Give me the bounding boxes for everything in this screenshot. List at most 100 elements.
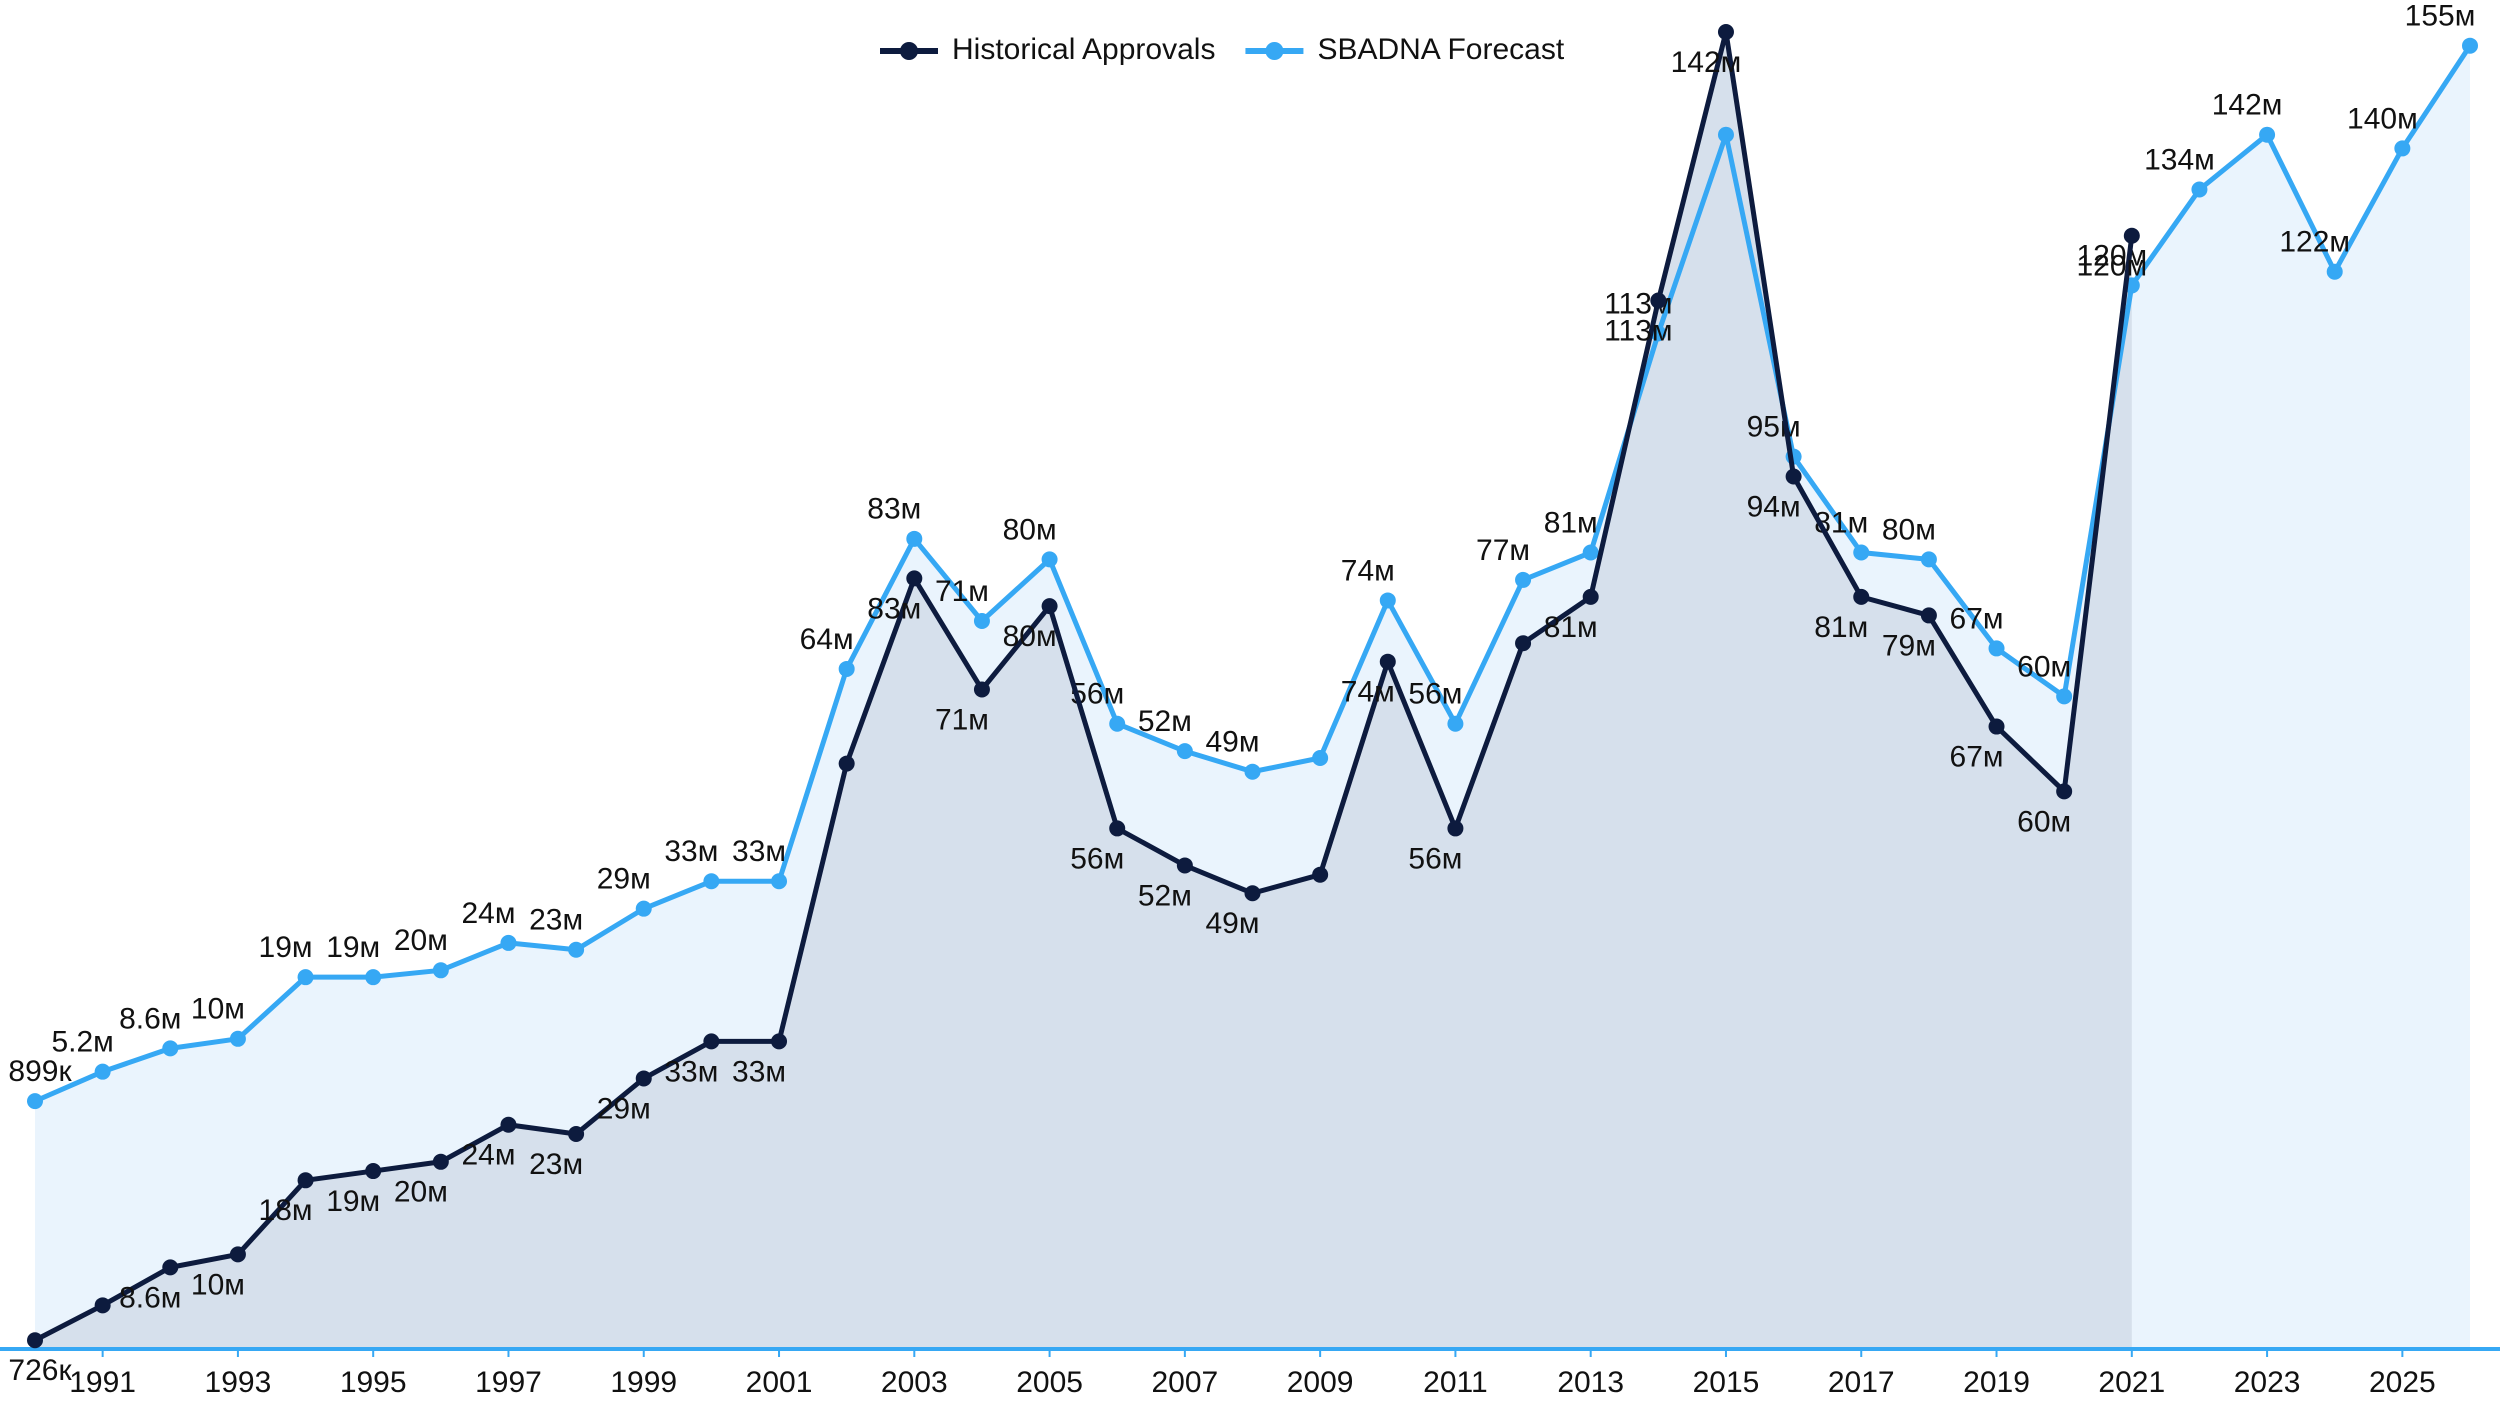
point: [1988, 640, 2005, 657]
data-label: 140м: [2347, 102, 2418, 135]
x-tick-label: 1997: [475, 1366, 542, 1399]
point: [1041, 551, 1058, 568]
data-label: 24м: [461, 897, 515, 930]
x-tick-label: 1995: [340, 1366, 407, 1399]
point: [973, 681, 990, 698]
point: [1379, 653, 1396, 670]
point: [27, 1332, 43, 1349]
data-label: 67м: [1950, 740, 2004, 773]
data-label: 81м: [1544, 506, 1598, 539]
point: [2326, 263, 2343, 280]
x-tick-label: 2015: [1693, 1366, 1760, 1399]
point: [771, 1033, 788, 1050]
data-label: 74м: [1341, 554, 1395, 587]
data-label: 142м: [1671, 46, 1742, 79]
point: [1244, 763, 1261, 780]
data-label: 52м: [1138, 705, 1192, 738]
point: [229, 1246, 246, 1263]
data-label: 122м: [2279, 226, 2350, 259]
x-tick-label: 2021: [2098, 1366, 2165, 1399]
point: [94, 1063, 111, 1080]
point: [1379, 592, 1396, 609]
point: [229, 1030, 246, 1047]
data-label: 33м: [664, 835, 718, 868]
point: [635, 900, 652, 917]
point: [973, 613, 990, 630]
point: [1650, 292, 1667, 309]
point: [1447, 820, 1464, 837]
data-label: 52м: [1138, 879, 1192, 912]
point: [1650, 325, 1667, 342]
point: [568, 941, 585, 958]
point: [1041, 598, 1058, 615]
point: [162, 1259, 179, 1276]
point: [1988, 718, 2005, 735]
data-label: 83м: [867, 493, 921, 526]
data-label: 10м: [191, 993, 245, 1026]
point: [500, 1116, 517, 1133]
legend-swatch-dot: [1265, 42, 1284, 60]
point: [1109, 820, 1126, 837]
legend-label: Historical Approvals: [952, 33, 1215, 66]
x-tick-label: 2005: [1016, 1366, 1083, 1399]
data-label: 18м: [259, 1194, 313, 1227]
data-label: 20м: [394, 1176, 448, 1209]
data-label: 5.2м: [51, 1026, 113, 1059]
data-label: 80м: [1882, 513, 1936, 546]
point: [1582, 588, 1599, 605]
point: [771, 873, 788, 890]
point: [432, 962, 449, 979]
x-tick-label: 2009: [1287, 1366, 1354, 1399]
point: [2259, 126, 2276, 143]
point: [568, 1126, 585, 1143]
data-label: 56м: [1408, 678, 1462, 711]
point: [1785, 468, 1802, 485]
point: [838, 755, 855, 772]
point: [2056, 688, 2073, 705]
point: [2191, 181, 2208, 198]
point: [1447, 715, 1464, 732]
data-label: 113м: [1604, 314, 1672, 347]
data-label: 33м: [732, 1055, 786, 1088]
x-tick-label: 1993: [205, 1366, 272, 1399]
point: [2123, 227, 2140, 244]
x-tick-label: 2019: [1963, 1366, 2030, 1399]
point: [1717, 24, 1734, 40]
point: [27, 1093, 43, 1110]
point: [2056, 783, 2073, 800]
point: [1582, 544, 1599, 561]
point: [1515, 571, 1532, 588]
data-label: 71м: [935, 703, 989, 736]
data-label: 726к: [8, 1354, 72, 1387]
point: [297, 969, 314, 986]
point: [906, 570, 923, 587]
data-label: 120м: [2076, 239, 2147, 272]
point: [162, 1040, 179, 1057]
data-label: 77м: [1476, 534, 1530, 567]
point: [906, 530, 923, 547]
point: [1176, 743, 1193, 760]
data-label: 94м: [1747, 490, 1801, 523]
x-tick-label: 2013: [1557, 1366, 1624, 1399]
point: [1312, 866, 1329, 883]
data-label: 67м: [1950, 602, 2004, 635]
point: [1515, 635, 1532, 652]
x-tick-label: 1991: [69, 1366, 136, 1399]
data-label: 19м: [326, 1185, 380, 1218]
point: [1717, 126, 1734, 143]
data-label: 120м: [2076, 250, 2147, 283]
data-label: 33м: [664, 1055, 718, 1088]
data-label: 80м: [1003, 620, 1057, 653]
data-label: 24м: [461, 1139, 515, 1172]
area: [35, 32, 2132, 1347]
data-label: 95м: [1747, 411, 1801, 444]
x-tick-label: 2017: [1828, 1366, 1895, 1399]
point: [432, 1153, 449, 1170]
point: [94, 1297, 111, 1314]
data-label: 80м: [1003, 513, 1057, 546]
data-label: 29м: [597, 863, 651, 896]
data-label: 899к: [8, 1055, 72, 1088]
data-label: 19м: [259, 931, 313, 964]
legend-label: SBADNA Forecast: [1317, 33, 1564, 66]
point: [635, 1070, 652, 1087]
